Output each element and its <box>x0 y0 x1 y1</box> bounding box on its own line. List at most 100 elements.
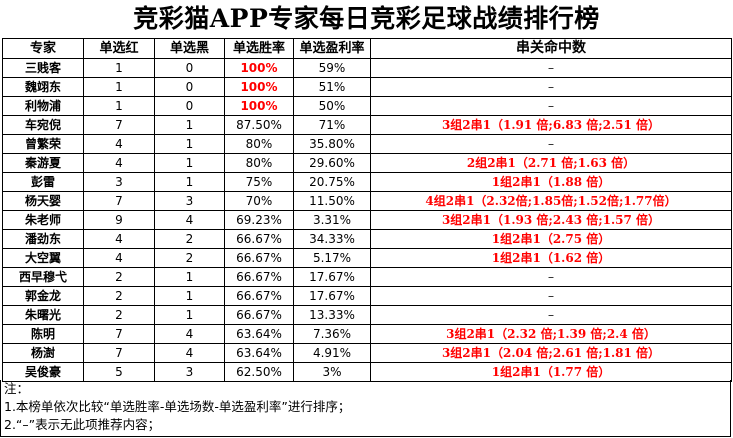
combo-hits-cell: 3组2串1（1.93 倍;2.43 倍;1.57 倍） <box>370 210 732 230</box>
black-count-cell: 4 <box>154 343 225 363</box>
header-red: 单选红 <box>83 38 155 59</box>
expert-name-cell: 潘劲东 <box>2 229 84 249</box>
expert-name-cell: 车宛倪 <box>2 115 84 135</box>
header-profit: 单选盈利率 <box>293 38 371 59</box>
black-count-cell: 0 <box>154 96 225 116</box>
red-count-cell: 4 <box>83 134 155 154</box>
expert-name-cell: 利物浦 <box>2 96 84 116</box>
black-count-cell: 0 <box>154 58 225 78</box>
win-rate-cell: 70% <box>224 191 294 211</box>
expert-name-cell: 三贱客 <box>2 58 84 78</box>
black-count-cell: 0 <box>154 77 225 97</box>
win-rate-cell: 66.67% <box>224 229 294 249</box>
header-expert: 专家 <box>2 38 84 59</box>
page-title: 竞彩猫APP专家每日竞彩足球战绩排行榜 <box>133 4 600 33</box>
profit-rate-cell: 17.67% <box>293 286 371 306</box>
table-header-row: 专家 单选红 单选黑 单选胜率 单选盈利率 串关命中数 <box>2 38 732 59</box>
header-combo: 串关命中数 <box>370 38 732 59</box>
win-rate-cell: 62.50% <box>224 362 294 382</box>
win-rate-cell: 80% <box>224 134 294 154</box>
table-row: 杨天婴 7 3 70% 11.50% 4组2串1（2.32倍;1.85倍;1.52倍;1.… <box>2 191 732 211</box>
expert-name-cell: 朱曙光 <box>2 305 84 325</box>
combo-hits-cell: 3组2串1（1.91 倍;6.83 倍;2.51 倍） <box>370 115 732 135</box>
red-count-cell: 2 <box>83 286 155 306</box>
note-item: 1.本榜单依次比较“单选胜率-单选场数-单选盈利率”进行排序； <box>4 399 351 414</box>
win-rate-cell: 100% <box>224 58 294 78</box>
combo-hits-cell: 1组2串1（1.77 倍） <box>370 362 732 382</box>
combo-hits-cell: – <box>370 58 732 78</box>
combo-hits-cell: 4组2串1（2.32倍;1.85倍;1.52倍;1.77倍） <box>370 191 732 211</box>
red-count-cell: 4 <box>83 229 155 249</box>
table-row: 朱老师 9 4 69.23% 3.31% 3组2串1（1.93 倍;2.43 倍;1.57… <box>2 210 732 230</box>
combo-hits-cell: – <box>370 134 732 154</box>
red-count-cell: 7 <box>83 343 155 363</box>
notes-section: 注： 1.本榜单依次比较“单选胜率-单选场数-单选盈利率”进行排序； 2.“–”… <box>0 380 731 437</box>
table-row: 大空翼 4 2 66.67% 5.17% 1组2串1（1.62 倍） <box>2 248 732 268</box>
expert-name-cell: 秦游夏 <box>2 153 84 173</box>
note-item: 2.“–”表示无此项推荐内容； <box>4 417 161 432</box>
win-rate-cell: 66.67% <box>224 305 294 325</box>
red-count-cell: 9 <box>83 210 155 230</box>
expert-name-cell: 吴俊豪 <box>2 362 84 382</box>
red-count-cell: 2 <box>83 305 155 325</box>
black-count-cell: 1 <box>154 267 225 287</box>
profit-rate-cell: 5.17% <box>293 248 371 268</box>
combo-hits-cell: – <box>370 305 732 325</box>
table-row: 朱曙光 2 1 66.67% 13.33% – <box>2 305 732 325</box>
red-count-cell: 1 <box>83 58 155 78</box>
combo-hits-cell: – <box>370 286 732 306</box>
expert-name-cell: 西早穆弋 <box>2 267 84 287</box>
black-count-cell: 4 <box>154 210 225 230</box>
profit-rate-cell: 11.50% <box>293 191 371 211</box>
red-count-cell: 7 <box>83 115 155 135</box>
combo-hits-cell: 1组2串1（1.88 倍） <box>370 172 732 192</box>
combo-hits-cell: 3组2串1（2.04 倍;2.61 倍;1.81 倍） <box>370 343 732 363</box>
profit-rate-cell: 29.60% <box>293 153 371 173</box>
black-count-cell: 4 <box>154 324 225 344</box>
black-count-cell: 1 <box>154 134 225 154</box>
combo-hits-cell: 3组2串1（2.32 倍;1.39 倍;2.4 倍） <box>370 324 732 344</box>
profit-rate-cell: 13.33% <box>293 305 371 325</box>
expert-name-cell: 郭金龙 <box>2 286 84 306</box>
black-count-cell: 1 <box>154 115 225 135</box>
table-row: 西早穆弋 2 1 66.67% 17.67% – <box>2 267 732 287</box>
profit-rate-cell: 34.33% <box>293 229 371 249</box>
profit-rate-cell: 17.67% <box>293 267 371 287</box>
profit-rate-cell: 4.91% <box>293 343 371 363</box>
combo-hits-cell: – <box>370 77 732 97</box>
black-count-cell: 1 <box>154 286 225 306</box>
table-row: 三贱客 1 0 100% 59% – <box>2 58 732 78</box>
table-row: 魏翊东 1 0 100% 51% – <box>2 77 732 97</box>
combo-hits-cell: 1组2串1（2.75 倍） <box>370 229 732 249</box>
table-row: 陈明 7 4 63.64% 7.36% 3组2串1（2.32 倍;1.39 倍;2.4 倍… <box>2 324 732 344</box>
combo-hits-cell: 2组2串1（2.71 倍;1.63 倍） <box>370 153 732 173</box>
win-rate-cell: 75% <box>224 172 294 192</box>
table-row: 吴俊豪 5 3 62.50% 3% 1组2串1（1.77 倍） <box>2 362 732 382</box>
expert-name-cell: 陈明 <box>2 324 84 344</box>
black-count-cell: 2 <box>154 248 225 268</box>
win-rate-cell: 66.67% <box>224 248 294 268</box>
red-count-cell: 2 <box>83 267 155 287</box>
profit-rate-cell: 20.75% <box>293 172 371 192</box>
expert-name-cell: 彭雷 <box>2 172 84 192</box>
profit-rate-cell: 3% <box>293 362 371 382</box>
red-count-cell: 4 <box>83 153 155 173</box>
expert-name-cell: 杨澍 <box>2 343 84 363</box>
profit-rate-cell: 51% <box>293 77 371 97</box>
red-count-cell: 7 <box>83 324 155 344</box>
win-rate-cell: 87.50% <box>224 115 294 135</box>
win-rate-cell: 80% <box>224 153 294 173</box>
table-row: 车宛倪 7 1 87.50% 71% 3组2串1（1.91 倍;6.83 倍;2.51 倍… <box>2 115 732 135</box>
red-count-cell: 1 <box>83 77 155 97</box>
combo-hits-cell: – <box>370 96 732 116</box>
expert-name-cell: 大空翼 <box>2 248 84 268</box>
red-count-cell: 4 <box>83 248 155 268</box>
black-count-cell: 2 <box>154 229 225 249</box>
red-count-cell: 3 <box>83 172 155 192</box>
profit-rate-cell: 59% <box>293 58 371 78</box>
red-count-cell: 7 <box>83 191 155 211</box>
black-count-cell: 3 <box>154 362 225 382</box>
win-rate-cell: 100% <box>224 96 294 116</box>
table-row: 潘劲东 4 2 66.67% 34.33% 1组2串1（2.75 倍） <box>2 229 732 249</box>
